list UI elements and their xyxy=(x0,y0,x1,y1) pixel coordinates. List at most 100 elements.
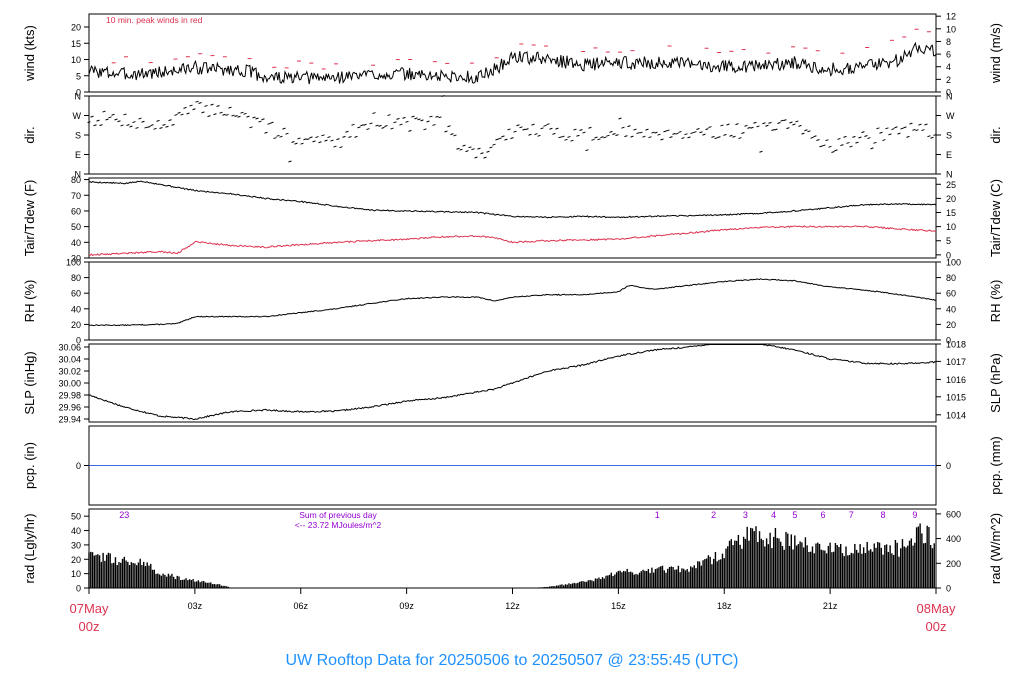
xtick-label-sub: 00z xyxy=(926,619,947,634)
ytick-label-left-dir: E xyxy=(75,150,81,160)
wind-direction-mark xyxy=(555,127,559,130)
ytick-label-left-rad: 10 xyxy=(71,569,81,579)
xtick-label: 03z xyxy=(188,601,203,611)
ylabel-right-pcp: pcp. (mm) xyxy=(988,436,1003,495)
wind-direction-mark xyxy=(201,111,205,114)
ylabel-left-rh: RH (%) xyxy=(22,280,37,323)
wind-direction-mark xyxy=(264,131,268,134)
wind-direction-mark xyxy=(528,133,532,136)
radiation-hour-label: 23 xyxy=(119,510,129,520)
ytick-label-right-wind: 8 xyxy=(946,37,951,47)
wind-direction-mark xyxy=(507,128,511,131)
wind-direction-mark xyxy=(705,128,709,131)
wind-direction-mark xyxy=(885,127,889,130)
wind-direction-mark xyxy=(813,135,817,138)
wind-direction-mark xyxy=(423,128,427,131)
ytick-label-left-rh: 0 xyxy=(76,336,81,346)
wind-direction-mark xyxy=(771,129,775,131)
wind-direction-mark xyxy=(123,113,127,116)
ytick-label-right-rh: 60 xyxy=(946,289,956,299)
wind-direction-mark xyxy=(108,116,112,119)
ytick-label-right-rh: 20 xyxy=(946,320,956,330)
wind-direction-mark xyxy=(183,106,187,109)
wind-direction-mark xyxy=(849,145,853,148)
series-line-slp xyxy=(88,344,937,421)
wind-direction-mark xyxy=(150,124,154,127)
wind-direction-mark xyxy=(900,127,904,130)
series-line-rh xyxy=(88,278,937,327)
wind-direction-mark xyxy=(690,132,694,135)
wind-direction-mark xyxy=(819,145,823,148)
wind-direction-mark xyxy=(867,137,871,140)
wind-direction-mark xyxy=(105,118,109,121)
wind-direction-mark xyxy=(345,130,349,133)
wind-direction-mark xyxy=(741,132,745,134)
wind-direction-mark xyxy=(291,141,295,143)
wind-direction-mark xyxy=(609,130,613,133)
wind-direction-mark xyxy=(213,113,217,116)
ytick-label-left-wind: 0 xyxy=(76,88,81,98)
wind-direction-mark xyxy=(873,141,877,144)
ylabel-right-slp: SLP (hPa) xyxy=(988,353,1003,413)
wind-direction-mark xyxy=(708,126,712,129)
wind-direction-mark xyxy=(333,145,337,148)
wind-direction-mark xyxy=(336,138,340,141)
wind-direction-mark xyxy=(120,124,124,127)
wind-direction-mark xyxy=(894,126,898,129)
wind-direction-mark xyxy=(834,149,838,152)
wind-direction-mark xyxy=(273,137,277,140)
ytick-label-right-wind: 4 xyxy=(946,62,951,72)
wind-direction-mark xyxy=(891,128,895,131)
panel-frame-rh xyxy=(88,261,937,341)
wind-direction-mark xyxy=(192,108,196,111)
ytick-label-right-dir: W xyxy=(946,111,955,121)
radiation-hour-label: 1 xyxy=(655,510,660,520)
wind-direction-mark xyxy=(378,124,382,127)
wind-direction-mark xyxy=(225,113,229,116)
ylabel-right-wind: wind (m/s) xyxy=(988,23,1003,84)
wind-direction-mark xyxy=(366,128,370,131)
wind-direction-mark xyxy=(735,123,739,126)
wind-direction-mark xyxy=(252,116,256,119)
wind-direction-mark xyxy=(381,126,385,129)
panel-frame-dir xyxy=(88,95,937,175)
wind-direction-mark xyxy=(255,117,259,120)
ylabel-left-pcp: pcp. (in) xyxy=(22,442,37,489)
wind-direction-mark xyxy=(219,111,223,114)
wind-direction-mark xyxy=(156,119,160,122)
wind-direction-mark xyxy=(594,136,598,139)
wind-direction-mark xyxy=(432,123,436,126)
wind-direction-mark xyxy=(714,137,718,140)
wind-direction-mark xyxy=(243,112,247,115)
wind-direction-mark xyxy=(837,137,841,140)
ytick-label-right-temp: 25 xyxy=(946,180,956,190)
wind-direction-mark xyxy=(210,103,214,106)
wind-direction-mark xyxy=(747,126,751,129)
wind-direction-mark xyxy=(180,113,184,116)
ytick-label-right-wind: 6 xyxy=(946,50,951,60)
wind-direction-mark xyxy=(546,123,550,126)
wind-direction-mark xyxy=(843,135,847,138)
wind-direction-mark xyxy=(681,137,685,140)
wind-direction-mark xyxy=(768,121,772,124)
wind-direction-mark xyxy=(117,120,121,123)
ytick-label-left-temp: 80 xyxy=(71,175,81,185)
ytick-label-right-rh: 100 xyxy=(946,258,961,268)
wind-direction-mark xyxy=(429,115,433,118)
ytick-label-left-wind: 20 xyxy=(71,23,81,33)
ytick-label-left-rad: 0 xyxy=(76,584,81,594)
ytick-label-left-temp: 70 xyxy=(71,191,81,201)
wind-direction-mark xyxy=(384,125,388,127)
ytick-label-right-temp: 15 xyxy=(946,208,956,218)
wind-direction-mark xyxy=(270,121,274,124)
ylabel-right-dir: dir. xyxy=(988,126,1003,143)
ytick-label-left-slp: 29.98 xyxy=(58,391,81,401)
wind-direction-mark xyxy=(396,117,400,120)
wind-direction-mark xyxy=(531,123,535,126)
wind-direction-mark xyxy=(387,114,391,117)
wind-direction-mark xyxy=(96,119,100,122)
wind-direction-mark xyxy=(390,127,394,130)
wind-direction-mark xyxy=(138,117,142,120)
wind-direction-mark xyxy=(459,148,463,151)
wind-direction-mark xyxy=(750,126,754,129)
